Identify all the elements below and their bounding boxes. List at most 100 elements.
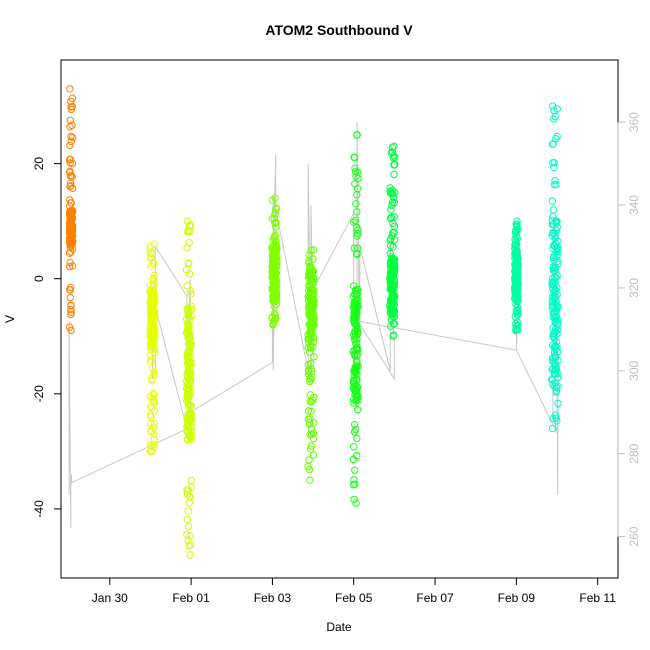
data-point bbox=[350, 153, 359, 162]
data-point bbox=[387, 206, 395, 214]
data-point bbox=[308, 277, 316, 286]
data-point bbox=[514, 255, 522, 263]
data-point bbox=[306, 377, 314, 386]
data-point bbox=[550, 163, 558, 172]
data-point bbox=[351, 466, 359, 474]
data-point bbox=[68, 262, 77, 270]
data-point bbox=[187, 340, 195, 348]
data-point bbox=[184, 227, 193, 235]
data-point bbox=[388, 289, 396, 297]
data-point bbox=[149, 423, 158, 431]
data-point bbox=[65, 262, 74, 271]
data-point bbox=[67, 206, 76, 215]
data-point bbox=[353, 250, 361, 259]
data-point bbox=[350, 309, 358, 317]
data-point bbox=[149, 364, 157, 372]
data-point bbox=[511, 241, 519, 249]
data-point bbox=[150, 406, 159, 415]
x-axis: Jan 30 Feb 01 Feb 03 Feb 05 Feb 07 Feb 09 Feb … bbox=[92, 577, 616, 605]
data-point bbox=[386, 236, 394, 244]
x-tick-label: Feb 01 bbox=[172, 591, 210, 605]
data-point bbox=[551, 365, 559, 373]
data-point bbox=[67, 231, 75, 240]
data-point bbox=[187, 476, 196, 485]
data-point bbox=[386, 301, 394, 310]
data-point bbox=[268, 264, 277, 273]
data-point bbox=[309, 451, 318, 459]
data-point bbox=[512, 322, 520, 330]
data-point bbox=[66, 182, 74, 191]
data-point bbox=[150, 398, 158, 406]
data-point bbox=[310, 353, 318, 361]
data-point bbox=[307, 286, 315, 294]
data-point bbox=[512, 307, 520, 315]
data-point bbox=[307, 246, 315, 255]
point-cluster bbox=[548, 102, 562, 433]
data-point bbox=[548, 197, 557, 205]
data-point bbox=[513, 226, 521, 234]
point-cluster bbox=[386, 142, 399, 340]
data-point bbox=[550, 106, 558, 115]
data-point bbox=[65, 249, 74, 257]
data-point bbox=[66, 172, 75, 180]
data-point bbox=[552, 328, 560, 336]
y-tick-label: -20 bbox=[32, 385, 46, 403]
data-point bbox=[146, 244, 154, 253]
data-point bbox=[272, 297, 280, 305]
plot-frame bbox=[60, 59, 619, 579]
data-point bbox=[67, 301, 75, 310]
data-point bbox=[305, 311, 313, 319]
data-point bbox=[148, 330, 157, 338]
data-point bbox=[351, 366, 359, 374]
data-point bbox=[353, 452, 361, 460]
data-point bbox=[391, 160, 399, 169]
data-point bbox=[552, 364, 560, 373]
data-point bbox=[388, 201, 396, 209]
data-point bbox=[349, 455, 358, 464]
data-point bbox=[307, 274, 315, 282]
data-point bbox=[548, 232, 556, 240]
data-point bbox=[310, 393, 318, 401]
data-point bbox=[147, 331, 155, 339]
data-point bbox=[353, 131, 361, 139]
data-point bbox=[183, 326, 192, 334]
data-point bbox=[391, 153, 399, 162]
data-point bbox=[386, 249, 394, 258]
data-point bbox=[151, 331, 159, 339]
data-point bbox=[351, 299, 360, 307]
data-point bbox=[306, 476, 314, 484]
data-point bbox=[548, 424, 557, 433]
data-point bbox=[185, 542, 193, 550]
data-point bbox=[552, 388, 560, 396]
data-point bbox=[271, 219, 279, 227]
data-point bbox=[150, 440, 158, 449]
data-point bbox=[306, 320, 314, 328]
data-point bbox=[350, 367, 358, 375]
data-point bbox=[183, 381, 191, 389]
data-point bbox=[307, 343, 315, 351]
data-point bbox=[306, 262, 314, 270]
data-point bbox=[150, 420, 158, 428]
data-point bbox=[273, 204, 281, 212]
data-point bbox=[149, 371, 158, 379]
data-point bbox=[150, 391, 158, 399]
data-point bbox=[148, 394, 156, 403]
data-point bbox=[351, 350, 359, 359]
data-point bbox=[511, 275, 519, 283]
data-point bbox=[184, 352, 192, 360]
data-point bbox=[512, 291, 521, 300]
data-point bbox=[307, 376, 315, 384]
data-point bbox=[146, 249, 155, 257]
data-point bbox=[352, 172, 360, 181]
data-point bbox=[350, 443, 358, 451]
data-point bbox=[352, 385, 360, 393]
data-point bbox=[386, 184, 394, 192]
data-point bbox=[185, 431, 193, 439]
data-point bbox=[268, 284, 276, 292]
data-point bbox=[67, 103, 75, 111]
data-point bbox=[309, 343, 317, 351]
data-point bbox=[513, 265, 521, 273]
data-point bbox=[185, 492, 194, 500]
data-point bbox=[389, 307, 397, 315]
